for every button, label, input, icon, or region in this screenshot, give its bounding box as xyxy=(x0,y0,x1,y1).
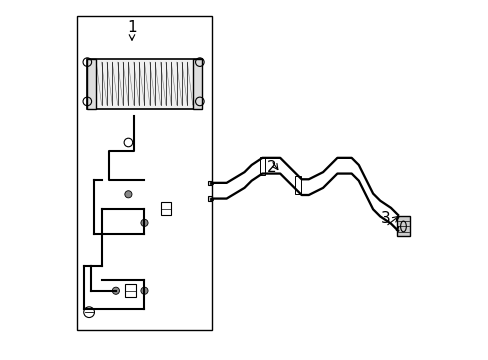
Circle shape xyxy=(141,219,148,226)
Circle shape xyxy=(112,287,119,294)
Bar xyxy=(87,59,96,109)
Text: 2: 2 xyxy=(266,160,276,175)
Text: 3: 3 xyxy=(380,211,390,226)
Bar xyxy=(259,157,264,175)
Bar xyxy=(192,59,201,109)
Bar xyxy=(160,202,171,215)
Text: 1: 1 xyxy=(127,20,137,35)
Bar xyxy=(77,16,212,330)
Circle shape xyxy=(141,287,148,294)
Circle shape xyxy=(124,191,132,198)
Bar xyxy=(87,59,201,109)
Bar xyxy=(295,176,300,194)
Bar xyxy=(207,181,211,185)
Bar xyxy=(207,197,211,201)
Bar xyxy=(396,216,408,237)
Bar xyxy=(124,284,135,297)
